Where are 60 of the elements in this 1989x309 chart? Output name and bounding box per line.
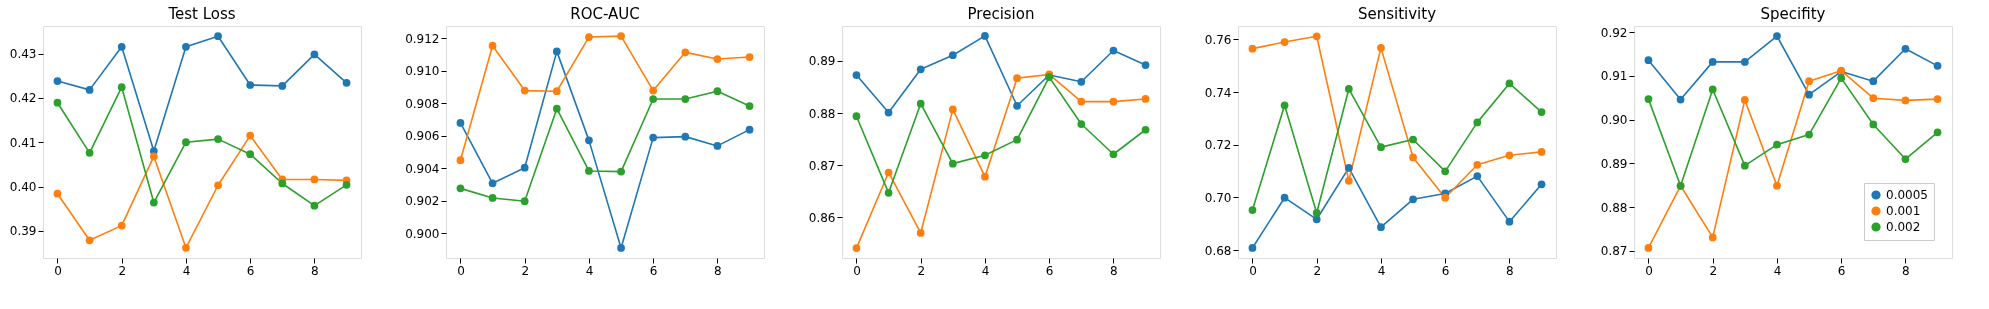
chart-title: Specifity bbox=[1760, 5, 1826, 23]
x-tick-label: 0 bbox=[457, 263, 465, 278]
y-tick-label: 0.42 bbox=[9, 91, 37, 106]
y-tick-label: 0.41 bbox=[9, 135, 37, 150]
x-tick-label: 8 bbox=[1902, 263, 1910, 278]
x-tick-label: 4 bbox=[981, 263, 990, 278]
y-tick-label: 0.88 bbox=[808, 106, 836, 121]
y-tick-label: 0.68 bbox=[1204, 243, 1232, 258]
y-tick-label: 0.39 bbox=[9, 224, 37, 239]
x-tick-label: 6 bbox=[649, 263, 658, 278]
x-tick-label: 4 bbox=[1773, 263, 1782, 278]
chart-title: ROC-AUC bbox=[570, 5, 640, 23]
y-tick-label: 0.86 bbox=[808, 210, 836, 225]
legend-label: 0.0005 bbox=[1886, 188, 1928, 202]
x-tick-label: 4 bbox=[585, 263, 594, 278]
y-tick-label: 0.70 bbox=[1204, 190, 1232, 205]
y-tick-label: 0.91 bbox=[1600, 69, 1628, 84]
x-tick-label: 8 bbox=[1506, 263, 1514, 278]
chart-title: Sensitivity bbox=[1357, 5, 1437, 23]
y-tick-label: 0.912 bbox=[405, 31, 440, 46]
x-tick-label: 0 bbox=[853, 263, 861, 278]
x-tick-label: 6 bbox=[1045, 263, 1054, 278]
chart-title: Precision bbox=[967, 5, 1035, 23]
y-tick-label: 0.904 bbox=[405, 161, 440, 176]
x-tick-label: 2 bbox=[917, 263, 926, 278]
y-tick-label: 0.89 bbox=[1600, 156, 1628, 171]
x-tick-label: 0 bbox=[1249, 263, 1257, 278]
y-tick-label: 0.92 bbox=[1600, 25, 1628, 40]
x-tick-label: 6 bbox=[1837, 263, 1846, 278]
y-tick-label: 0.87 bbox=[808, 158, 836, 173]
y-tick-label: 0.72 bbox=[1204, 138, 1232, 153]
x-tick-label: 6 bbox=[1441, 263, 1450, 278]
x-tick-label: 2 bbox=[521, 263, 530, 278]
x-tick-label: 2 bbox=[1709, 263, 1718, 278]
x-tick-label: 2 bbox=[118, 263, 127, 278]
x-tick-label: 8 bbox=[714, 263, 722, 278]
x-tick-label: 4 bbox=[182, 263, 191, 278]
legend-label: 0.001 bbox=[1886, 204, 1921, 218]
x-tick-label: 6 bbox=[246, 263, 255, 278]
y-tick-label: 0.902 bbox=[405, 194, 440, 209]
legend-label: 0.002 bbox=[1886, 220, 1921, 234]
x-tick-label: 8 bbox=[1110, 263, 1118, 278]
y-tick-label: 0.76 bbox=[1204, 32, 1232, 47]
x-tick-label: 0 bbox=[54, 263, 62, 278]
chart-title: Test Loss bbox=[167, 5, 236, 23]
y-tick-label: 0.87 bbox=[1600, 244, 1628, 259]
y-tick-label: 0.40 bbox=[9, 180, 37, 195]
x-tick-label: 8 bbox=[311, 263, 319, 278]
x-tick-label: 2 bbox=[1313, 263, 1322, 278]
x-tick-label: 4 bbox=[1377, 263, 1386, 278]
x-tick-label: 0 bbox=[1645, 263, 1653, 278]
y-tick-label: 0.90 bbox=[1600, 113, 1628, 128]
y-tick-label: 0.910 bbox=[405, 64, 440, 79]
y-tick-label: 0.906 bbox=[405, 129, 440, 144]
y-tick-label: 0.43 bbox=[9, 47, 37, 61]
y-tick-label: 0.88 bbox=[1600, 200, 1628, 215]
y-tick-label: 0.908 bbox=[405, 96, 440, 111]
y-tick-label: 0.900 bbox=[405, 226, 440, 241]
y-tick-label: 0.89 bbox=[808, 54, 836, 69]
y-tick-label: 0.74 bbox=[1204, 85, 1232, 100]
